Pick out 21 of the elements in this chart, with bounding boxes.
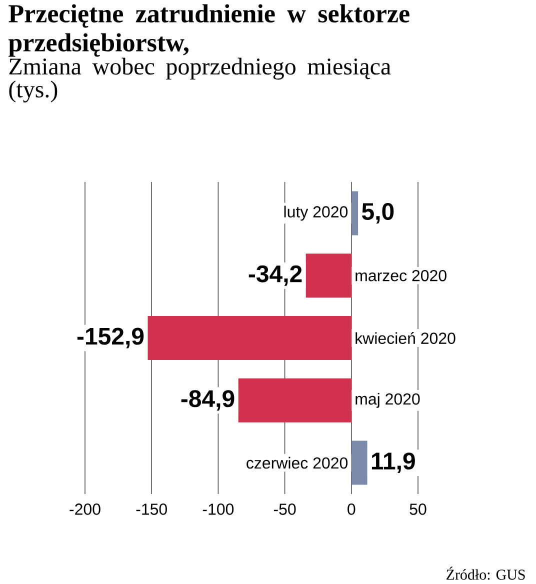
chart-subtitle: Zmiana wobec poprzedniego miesiąca (tys.) [9,58,391,102]
bar [351,440,368,485]
y-tick-label: marzec 2020 [356,270,446,282]
data-label: 5,0 [362,202,394,224]
y-tick-label: luty 2020 [284,206,348,221]
data-label: -152,9 [77,328,144,348]
chart-title: Przeciętne zatrudnienie w sektorze przedsiębiorstw, [8,4,410,57]
data-label: -84,9 [181,390,234,411]
x-tick-label: 0 [348,504,356,515]
x-tick-label: -200 [70,504,100,515]
text: Źródło: GUS [446,566,525,580]
data-label: -34,2 [248,265,302,286]
x-tick-label: -100 [202,504,234,515]
y-tick-label: maj 2020 [356,392,420,408]
x-tick-label: -50 [274,504,296,515]
x-tick-label: -150 [136,504,167,515]
x-tick-label: 50 [410,504,426,515]
bar [351,191,358,236]
data-label: 11,9 [372,452,415,474]
y-tick-label: kwiecień 2020 [356,332,456,344]
y-tick-label: czerwiec 2020 [246,456,348,469]
